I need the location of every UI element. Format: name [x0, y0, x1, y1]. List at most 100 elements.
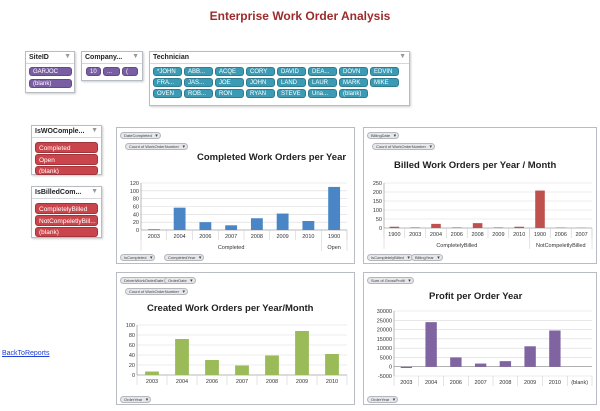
bar [175, 339, 189, 375]
measure-field-button[interactable]: Count of WorkOrderNumber [125, 288, 188, 295]
field-button[interactable]: DateCompleted [120, 132, 161, 139]
slicer-item-garjoc[interactable]: GARJOC [29, 67, 72, 76]
group-label: NotCompeletlyBilled [536, 243, 586, 249]
slicer-item-company-3[interactable]: ( [122, 67, 138, 76]
x-tick-label: 1900 [388, 232, 400, 238]
technician-item[interactable]: CORY [246, 67, 275, 76]
x-tick-label: 2009 [277, 234, 289, 240]
technician-slicer-title: Technician [153, 54, 190, 61]
x-tick-label: 2006 [450, 380, 462, 386]
x-tick-label: 2007 [225, 234, 237, 240]
y-tick-label: 100 [130, 189, 139, 195]
bar [328, 186, 341, 230]
x-tick-label: 2009 [296, 379, 308, 385]
slicer-item-blank[interactable]: (blank) [35, 166, 98, 175]
clear-filter-icon[interactable]: ▼ [64, 53, 71, 60]
technician-item[interactable]: OVEN [153, 89, 182, 98]
bar [450, 357, 462, 367]
wo-complete-slicer: IsWOComple... ▼ Completed Open (blank) [31, 125, 102, 175]
bar [250, 218, 263, 230]
company-slicer-header: Company... ▼ [82, 52, 142, 64]
profit-per-order-year-chart: -5000 0 5000 10000 15000 20000 25000 30000 2003 2… [363, 272, 597, 405]
y-tick-label: 30000 [377, 309, 392, 315]
technician-item[interactable]: EDVIN [370, 67, 399, 76]
slicer-item-blank[interactable]: (blank) [35, 227, 98, 237]
billed-slicer-title: IsBilledCom... [35, 189, 82, 196]
field-button[interactable]: IsCompletelyBilled [367, 254, 413, 261]
billed-slicer-header: IsBilledCom... ▼ [32, 187, 101, 199]
clear-filter-icon[interactable]: ▼ [91, 188, 98, 195]
bar [400, 366, 413, 369]
technician-item[interactable]: DOVN [339, 67, 368, 76]
y-tick-label: 60 [129, 343, 135, 349]
field-button[interactable]: OrderDate [164, 277, 196, 284]
clear-filter-icon[interactable]: ▼ [399, 53, 406, 60]
field-button[interactable]: BillingYear [411, 254, 443, 261]
technician-item[interactable]: LAUR [308, 78, 337, 87]
clear-filter-icon[interactable]: ▼ [132, 53, 139, 60]
page-title: Enterprise Work Order Analysis [209, 9, 391, 23]
field-button[interactable]: CompletedYear [164, 254, 205, 261]
technician-item[interactable]: *JOHN [153, 67, 182, 76]
slicer-item-company-2[interactable]: ... [103, 67, 120, 76]
technician-item[interactable]: MIKE [370, 78, 399, 87]
y-tick-label: 80 [133, 197, 139, 203]
bar [472, 223, 483, 228]
x-tick-label: (blank) [571, 380, 588, 386]
bar [514, 226, 524, 228]
slicer-item-not-completely-billed[interactable]: NotCompeletlyBill... [35, 215, 98, 226]
measure-field-button[interactable]: Count of WorkOrderNumber [125, 143, 188, 150]
chart-title: Created Work Orders per Year/Month [147, 303, 314, 314]
bar [535, 190, 545, 228]
slicer-item-blank[interactable]: (blank) [29, 79, 72, 88]
technician-item[interactable]: LAND [277, 78, 306, 87]
x-tick-label: 2004 [176, 379, 188, 385]
bar [452, 227, 462, 228]
measure-field-button[interactable]: Sum of GrossProfit [367, 277, 414, 284]
x-tick-label: 2008 [266, 379, 278, 385]
x-tick-label: 2010 [549, 380, 561, 386]
technician-item[interactable]: ABB... [184, 67, 213, 76]
x-tick-label: 1900 [328, 234, 340, 240]
x-tick-label: 2008 [251, 234, 263, 240]
x-tick-label: 2008 [471, 232, 483, 238]
technician-item[interactable]: FRA... [153, 78, 182, 87]
x-tick-label: 2010 [326, 379, 338, 385]
slicer-item-company-10[interactable]: 10 [86, 67, 101, 76]
technician-item[interactable]: DEA... [308, 67, 337, 76]
company-slicer: Company... ▼ 10 ... ( [81, 51, 143, 81]
slicer-item-completed[interactable]: Completed [35, 142, 98, 153]
x-tick-label: 2009 [524, 380, 536, 386]
field-button[interactable]: BillingDate [367, 132, 400, 139]
measure-field-button[interactable]: Count of WorkOrderNumber [372, 143, 435, 150]
clear-filter-icon[interactable]: ▼ [91, 127, 98, 134]
technician-item[interactable]: (blank) [339, 89, 368, 98]
technician-slicer-header: Technician ▼ [150, 52, 409, 64]
slicer-item-completely-billed[interactable]: CompletelyBilled [35, 203, 98, 214]
technician-item[interactable]: RYAN [246, 89, 275, 98]
technician-item[interactable]: ACQE [215, 67, 244, 76]
x-tick-label: 2009 [492, 232, 504, 238]
chart-title: Completed Work Orders per Year [197, 152, 347, 163]
y-tick-label: 20000 [377, 328, 392, 334]
technician-item[interactable]: DAVID [277, 67, 306, 76]
technician-item[interactable]: MARK [339, 78, 368, 87]
siteid-slicer: SiteID ▼ GARJOC (blank) [25, 51, 75, 93]
x-tick-label: 2007 [475, 380, 487, 386]
y-tick-label: 15000 [377, 337, 392, 343]
technician-item[interactable]: RON [215, 89, 244, 98]
technician-item[interactable]: JOHN [246, 78, 275, 87]
technician-item[interactable]: ROB... [184, 89, 213, 98]
field-button[interactable]: OrderYear [120, 396, 152, 403]
field-button[interactable]: OrderYear [367, 396, 399, 403]
x-tick-label: 2007 [575, 232, 587, 238]
technician-item[interactable]: STEVE [277, 89, 306, 98]
slicer-item-open[interactable]: Open [35, 154, 98, 165]
back-to-reports-link[interactable]: BackToReports [2, 350, 50, 357]
x-tick-label: 2006 [199, 234, 211, 240]
field-button[interactable]: IsCompleted [120, 254, 156, 261]
siteid-slicer-header: SiteID ▼ [26, 52, 74, 64]
technician-item[interactable]: JOE [215, 78, 244, 87]
technician-item[interactable]: Una... [308, 89, 337, 98]
technician-item[interactable]: JAS... [184, 78, 213, 87]
